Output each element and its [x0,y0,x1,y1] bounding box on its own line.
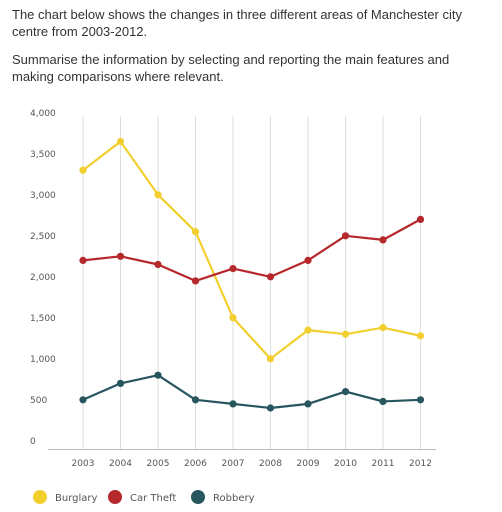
y-tick-label: 3,000 [30,191,56,201]
series-line-burglary [82,140,421,360]
x-tick-label: 2009 [297,459,320,469]
data-point-car-theft [379,236,387,244]
series-line-car-theft [82,218,422,282]
legend-label-car-theft: Car Theft [130,493,176,504]
prompt-line-1: The chart below shows the changes in thr… [12,7,462,39]
legend-marker-burglary [33,490,47,504]
data-point-car-theft [191,277,200,285]
data-point-car-theft [229,265,237,273]
x-tick-label: 2008 [259,459,282,469]
data-point-burglary [116,137,125,146]
data-point-burglary [266,355,275,363]
y-tick-label: 0 [30,437,36,447]
data-point-car-theft [304,256,312,264]
data-point-burglary [304,326,312,334]
prompt-line-2: Summarise the information by selecting a… [12,52,450,84]
data-point-robbery [191,396,200,404]
x-tick-label: 2011 [372,459,395,469]
y-tick-label: 4,000 [30,109,56,119]
data-point-robbery [304,400,312,408]
data-point-car-theft [416,215,425,223]
data-point-robbery [341,388,350,396]
data-point-robbery [266,404,275,412]
y-tick-label: 2,000 [30,273,56,283]
x-tick-label: 2003 [72,459,95,469]
data-point-burglary [154,191,162,199]
data-point-burglary [79,166,87,174]
task-prompt: The chart below shows the changes in thr… [12,6,494,96]
x-tick-label: 2004 [109,459,132,469]
legend-label-burglary: Burglary [55,493,97,504]
data-point-car-theft [154,260,162,269]
data-point-robbery [116,379,125,387]
data-point-car-theft [341,232,350,240]
y-tick-label: 500 [30,396,47,406]
data-point-car-theft [266,273,275,281]
y-tick-label: 3,500 [30,150,56,160]
y-tick-label: 2,500 [30,232,56,242]
data-point-robbery [379,397,387,406]
series-line-robbery [82,374,421,410]
data-point-burglary [379,324,387,332]
y-tick-label: 1,500 [30,314,56,324]
data-point-car-theft [79,256,87,264]
x-tick-label: 2006 [184,459,207,469]
x-tick-label: 2010 [334,459,357,469]
legend-marker-robbery [191,490,205,504]
data-point-robbery [79,396,87,404]
legend-marker-car-theft [108,490,122,504]
data-point-robbery [229,400,237,408]
data-point-burglary [341,330,350,338]
data-point-car-theft [116,252,125,260]
x-tick-label: 2005 [147,459,170,469]
y-tick-label: 1,000 [30,355,56,365]
data-point-robbery [416,396,425,404]
data-point-burglary [229,314,237,322]
x-tick-label: 2007 [222,459,245,469]
data-point-burglary [416,332,425,340]
data-point-robbery [154,371,162,379]
legend-label-robbery: Robbery [213,493,255,504]
data-point-burglary [191,228,200,236]
x-tick-label: 2012 [409,459,432,469]
